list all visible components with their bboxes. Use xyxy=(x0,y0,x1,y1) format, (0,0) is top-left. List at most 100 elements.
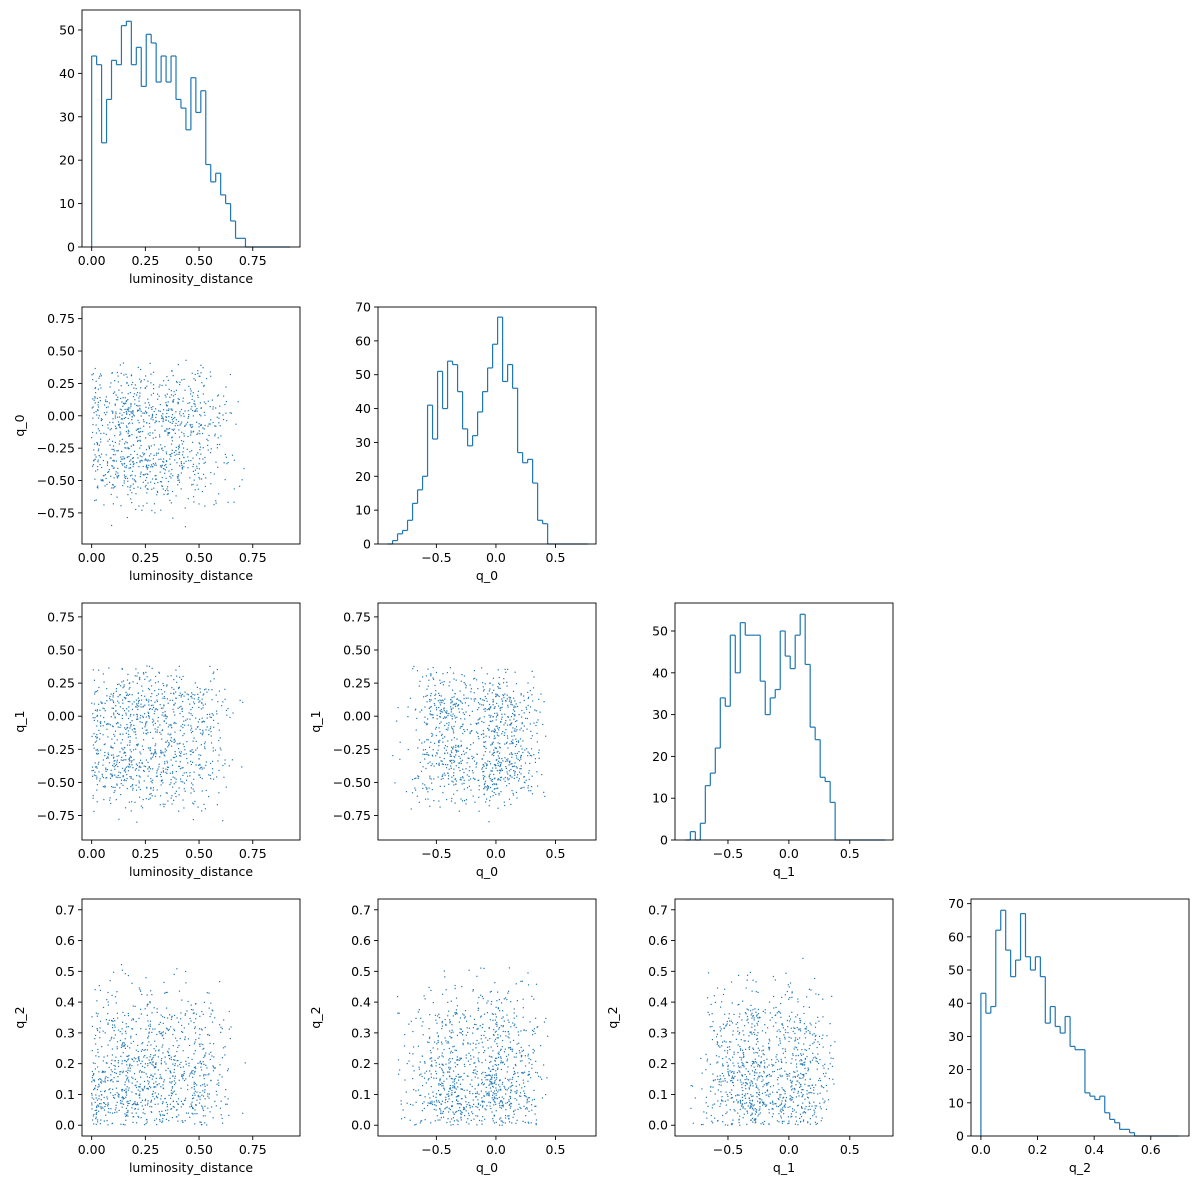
scatter-point xyxy=(133,759,135,761)
scatter-point xyxy=(458,762,460,764)
scatter-point xyxy=(120,783,122,785)
scatter-point xyxy=(179,692,181,694)
scatter-point xyxy=(155,1045,157,1047)
scatter-point xyxy=(112,467,114,469)
scatter-point xyxy=(157,1103,159,1105)
scatter-point xyxy=(179,768,181,770)
scatter-point xyxy=(469,1107,471,1109)
scatter-point xyxy=(443,1080,445,1082)
scatter-point xyxy=(150,406,152,409)
scatter-point xyxy=(140,380,142,382)
scatter-point xyxy=(543,701,545,703)
scatter-point xyxy=(466,787,469,789)
scatter-point xyxy=(159,404,161,406)
scatter-point xyxy=(202,1084,204,1086)
scatter-point xyxy=(505,742,508,744)
scatter-point xyxy=(233,488,235,490)
scatter-point xyxy=(191,441,194,443)
scatter-point xyxy=(135,784,137,786)
scatter-point xyxy=(159,1115,162,1117)
scatter-point xyxy=(511,741,513,744)
scatter-point xyxy=(178,687,180,690)
scatter-point xyxy=(122,1045,124,1048)
scatter-point xyxy=(181,379,183,381)
scatter-point xyxy=(155,436,157,438)
scatter-point xyxy=(193,1085,195,1088)
scatter-point xyxy=(123,685,125,688)
scatter-point xyxy=(522,1120,524,1122)
scatter-point xyxy=(115,799,117,801)
scatter-point xyxy=(458,746,460,748)
scatter-point xyxy=(191,450,193,452)
scatter-point xyxy=(414,777,416,780)
scatter-point xyxy=(206,717,208,719)
scatter-point xyxy=(418,776,420,778)
scatter-point xyxy=(139,1090,141,1092)
scatter-point xyxy=(162,449,164,452)
scatter-point xyxy=(155,420,157,422)
scatter-point xyxy=(127,448,129,450)
scatter-point xyxy=(125,1114,128,1117)
scatter-point xyxy=(171,1075,174,1077)
scatter-point xyxy=(105,1062,107,1064)
x-tick-label: 0.0 xyxy=(971,1142,991,1157)
y-tick-label: 0.25 xyxy=(47,376,75,391)
scatter-point xyxy=(498,769,500,772)
scatter-point xyxy=(165,430,167,432)
scatter-point xyxy=(137,692,140,694)
scatter-point xyxy=(431,1103,434,1106)
scatter-point xyxy=(92,373,94,375)
scatter-point xyxy=(114,1034,116,1036)
scatter-point xyxy=(513,1056,515,1058)
scatter-point xyxy=(455,1075,457,1078)
scatter-point xyxy=(158,395,160,397)
scatter-point xyxy=(174,393,176,396)
scatter-point xyxy=(496,714,498,717)
scatter-point xyxy=(154,701,156,703)
scatter-point xyxy=(146,385,148,387)
scatter-point xyxy=(432,1095,435,1097)
scatter-point xyxy=(117,776,119,779)
scatter-point xyxy=(212,1066,215,1068)
scatter-point xyxy=(117,375,119,377)
scatter-point xyxy=(511,763,513,765)
scatter-point xyxy=(441,1069,444,1071)
scatter-point xyxy=(459,1076,461,1078)
scatter-point xyxy=(107,424,109,426)
scatter-point xyxy=(507,1030,509,1033)
scatter-point xyxy=(482,771,484,773)
scatter-point xyxy=(104,785,106,787)
scatter-point xyxy=(210,1051,212,1053)
scatter-point xyxy=(160,733,162,735)
scatter-point xyxy=(450,702,452,704)
scatter-point xyxy=(524,762,527,764)
scatter-point xyxy=(149,708,151,710)
scatter-point xyxy=(404,1034,406,1036)
scatter-point xyxy=(135,789,138,791)
scatter-point xyxy=(435,1019,437,1021)
scatter-point xyxy=(101,773,103,775)
scatter-point xyxy=(490,730,493,732)
scatter-point xyxy=(96,442,99,445)
scatter-point xyxy=(130,1035,132,1037)
scatter-point xyxy=(447,778,450,780)
scatter-point xyxy=(453,703,455,705)
scatter-point xyxy=(134,1102,136,1104)
scatter-point xyxy=(476,753,478,755)
scatter-point xyxy=(201,1010,203,1013)
scatter-point xyxy=(137,431,140,433)
scatter-point xyxy=(214,1100,216,1103)
scatter-point xyxy=(125,402,127,404)
scatter-point xyxy=(98,430,100,432)
scatter-point xyxy=(460,1032,462,1034)
scatter-point xyxy=(118,424,120,427)
scatter-point xyxy=(120,385,122,387)
scatter-point xyxy=(462,712,464,714)
scatter-point xyxy=(495,1023,497,1025)
scatter-point xyxy=(121,717,123,720)
scatter-point xyxy=(150,1059,153,1061)
scatter-point xyxy=(112,707,115,709)
scatter-point xyxy=(162,419,164,421)
scatter-points xyxy=(91,964,246,1126)
scatter-point xyxy=(160,779,163,782)
